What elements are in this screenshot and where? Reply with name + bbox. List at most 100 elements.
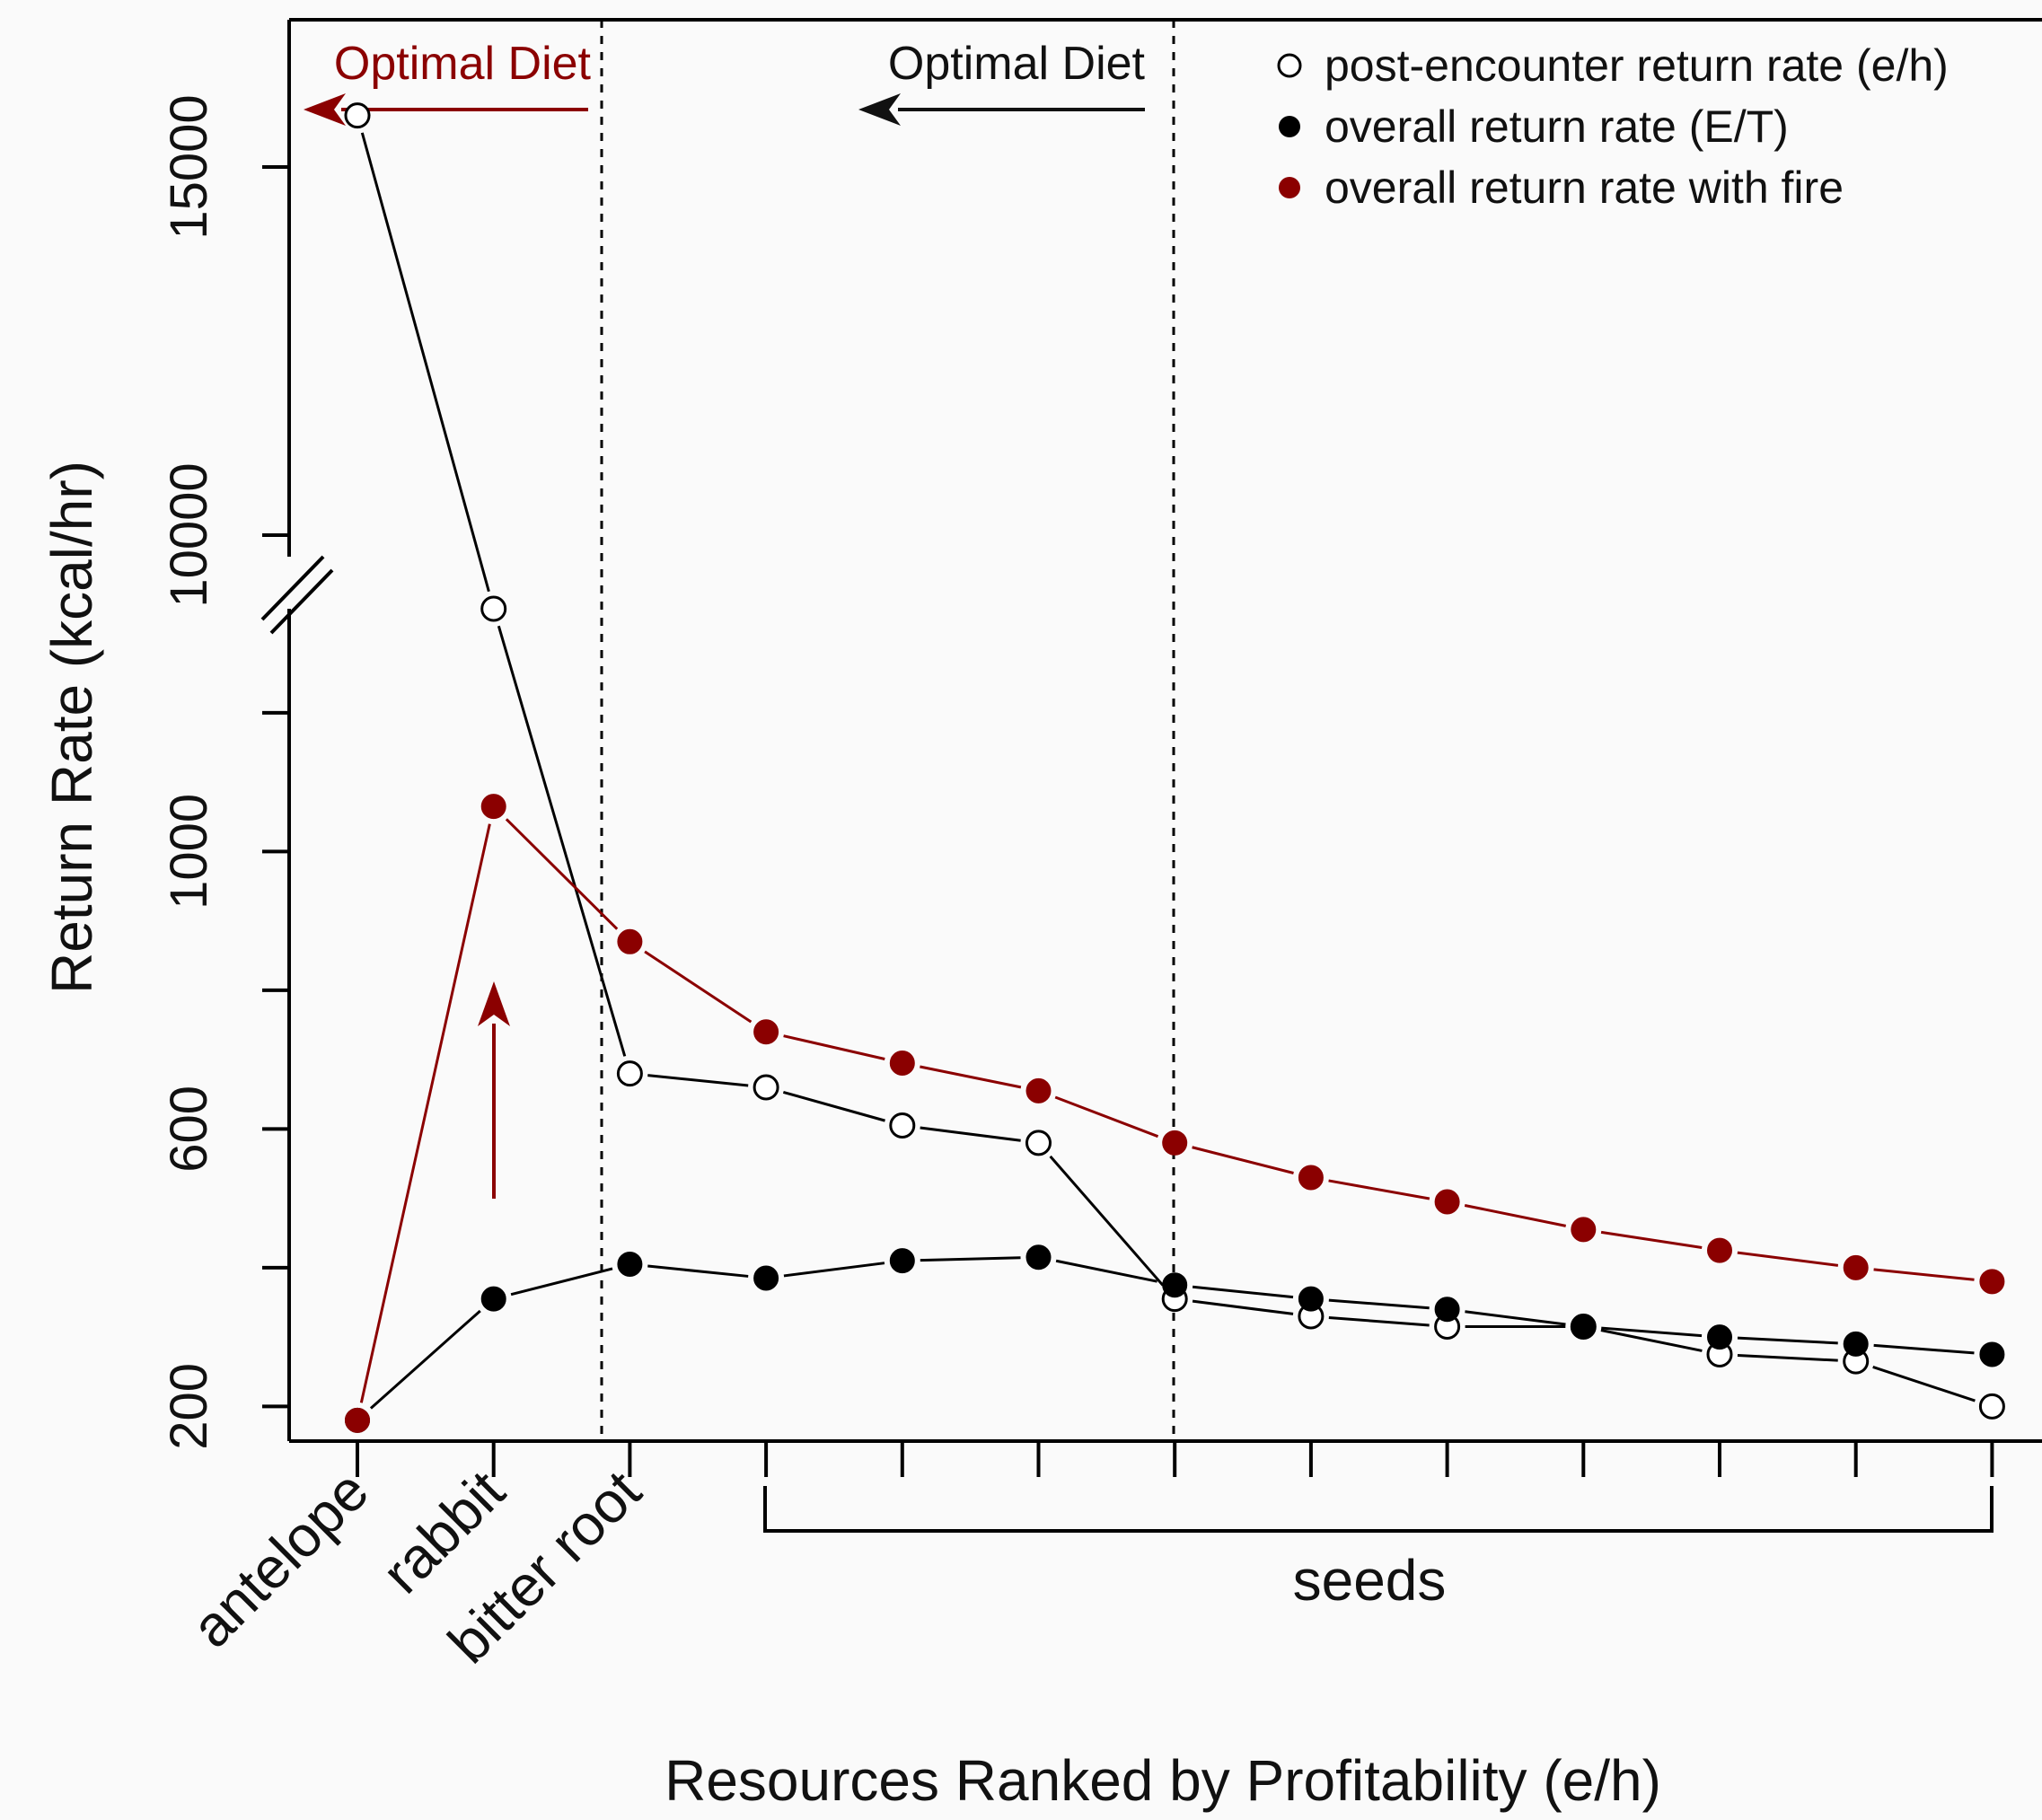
- series-fire-segment: [1464, 1204, 1567, 1227]
- y-tick-label: 200: [160, 1363, 218, 1450]
- series-fire-segment: [1328, 1179, 1430, 1200]
- series-fire-segment: [920, 1065, 1022, 1089]
- series-fire-point: [1571, 1217, 1597, 1243]
- seeds-label: seeds: [1293, 1548, 1447, 1613]
- series-post-encounter-point: [616, 1060, 643, 1087]
- series-overall-point: [1434, 1297, 1460, 1323]
- y-tick-label: 15000: [160, 94, 218, 239]
- series-post-encounter-segment: [1600, 1329, 1703, 1352]
- series-overall-point: [617, 1252, 643, 1278]
- series-post-encounter-point: [1025, 1130, 1052, 1156]
- series-overall-point: [1707, 1324, 1732, 1350]
- legend-label: post-encounter return rate (e/h): [1325, 40, 1949, 91]
- legend-label: overall return rate with fire: [1325, 163, 1844, 213]
- legend-marker: [1279, 116, 1300, 137]
- optimal-diet-fire-label: Optimal Diet: [334, 38, 592, 90]
- series-fire-point: [1025, 1077, 1052, 1103]
- series-overall-segment: [1192, 1285, 1294, 1299]
- seeds-bracket-line: [763, 1486, 1994, 1533]
- legend-overall: overall return rate (E/T): [1279, 101, 1789, 152]
- series-post-encounter-segment: [1737, 1353, 1838, 1362]
- series-fire-segment: [505, 818, 619, 930]
- x-axis-ticks: [356, 1441, 1994, 1477]
- legend-label: overall return rate (E/T): [1325, 101, 1789, 152]
- series-post-encounter-segment: [360, 132, 490, 593]
- series-overall-segment: [1737, 1336, 1838, 1345]
- series-overall-segment: [1328, 1298, 1430, 1310]
- series-fire-point: [1843, 1254, 1869, 1280]
- series-overall-point: [1571, 1314, 1597, 1340]
- axis-break-mark-2: [269, 568, 334, 635]
- series-overall-segment: [1055, 1259, 1157, 1283]
- axis-break-mark-1: [260, 555, 325, 621]
- series-post-encounter-segment: [497, 625, 627, 1057]
- fire-increase-arrow-head: [478, 981, 510, 1026]
- series-overall-point: [1843, 1331, 1869, 1357]
- series-overall-point: [753, 1265, 779, 1291]
- series-post-encounter-segment: [1192, 1299, 1294, 1315]
- series-post-encounter-point: [344, 102, 371, 129]
- optimal-diet-annotation: Optimal Diet: [858, 38, 1146, 126]
- series-overall-segment: [369, 1309, 481, 1410]
- series-fire-point: [889, 1050, 915, 1076]
- x-axis-title: Resources Ranked by Profitability (e/h): [665, 1748, 1661, 1813]
- fire-increase-arrow: [478, 981, 510, 1199]
- series-fire-point: [480, 794, 506, 820]
- series-fire-point: [345, 1407, 370, 1433]
- series-overall-segment: [510, 1267, 613, 1297]
- seeds-bracket: seeds: [763, 1486, 1994, 1613]
- series-post-encounter-point: [1978, 1393, 2005, 1420]
- series-overall-point: [1979, 1341, 2005, 1367]
- series-fire-segment: [1054, 1095, 1159, 1139]
- plot-frame: [260, 18, 2042, 1443]
- series-fire-segment: [644, 950, 753, 1024]
- series-fire-segment: [359, 823, 491, 1403]
- series-overall-segment: [783, 1262, 885, 1278]
- series-post-encounter-segment: [1049, 1155, 1165, 1287]
- series-overall-segment: [920, 1256, 1021, 1262]
- y-tick-label: 600: [160, 1086, 218, 1173]
- series-fire-segment: [783, 1034, 885, 1060]
- legend-marker: [1279, 177, 1300, 198]
- series-fire-point: [1707, 1237, 1732, 1263]
- optimal-diet-fire-arrow-head: [304, 93, 346, 126]
- series-fire-point: [1298, 1165, 1324, 1191]
- series-overall: [345, 1244, 2005, 1433]
- optimal-diet-arrow-head: [858, 93, 901, 126]
- series-overall-segment: [647, 1264, 749, 1278]
- legend-marker: [1277, 53, 1302, 78]
- legend-post-encounter: post-encounter return rate (e/h): [1277, 40, 1949, 91]
- y-tick-label: 1000: [160, 794, 218, 910]
- series-post-encounter-segment: [782, 1090, 885, 1122]
- series-post-encounter-point: [753, 1074, 779, 1101]
- series-overall-point: [1162, 1272, 1188, 1298]
- series-overall-segment: [1873, 1343, 1975, 1355]
- series-fire-segment: [1737, 1251, 1839, 1267]
- series-fire-segment: [1600, 1230, 1703, 1250]
- series-post-encounter-point: [480, 595, 507, 622]
- series-overall-point: [480, 1286, 506, 1312]
- series-fire-segment: [1192, 1146, 1294, 1174]
- series-overall-point: [889, 1248, 915, 1274]
- series-post-encounter-segment: [647, 1074, 749, 1087]
- series-overall-segment: [1601, 1326, 1703, 1338]
- series-overall-point: [1025, 1244, 1052, 1270]
- legend: post-encounter return rate (e/h) overall …: [1277, 40, 1949, 213]
- series-fire-point: [617, 928, 643, 954]
- series-fire-point: [1162, 1130, 1188, 1156]
- series-overall-segment: [1465, 1310, 1566, 1326]
- series-fire-segment: [1873, 1268, 1975, 1281]
- antelope-label: antelope: [179, 1458, 381, 1660]
- series-post-encounter-point: [889, 1112, 916, 1139]
- series-fire-point: [753, 1019, 779, 1045]
- optimal-diet-label: Optimal Diet: [888, 38, 1146, 90]
- y-axis-title: Return Rate (kcal/hr): [40, 461, 104, 994]
- series-overall-point: [1298, 1286, 1324, 1312]
- series-fire-point: [1979, 1269, 2005, 1295]
- series-fire: [345, 794, 2005, 1433]
- series-post-encounter-segment: [920, 1126, 1021, 1142]
- series-fire-point: [1434, 1189, 1460, 1215]
- series-layer: [344, 102, 2005, 1433]
